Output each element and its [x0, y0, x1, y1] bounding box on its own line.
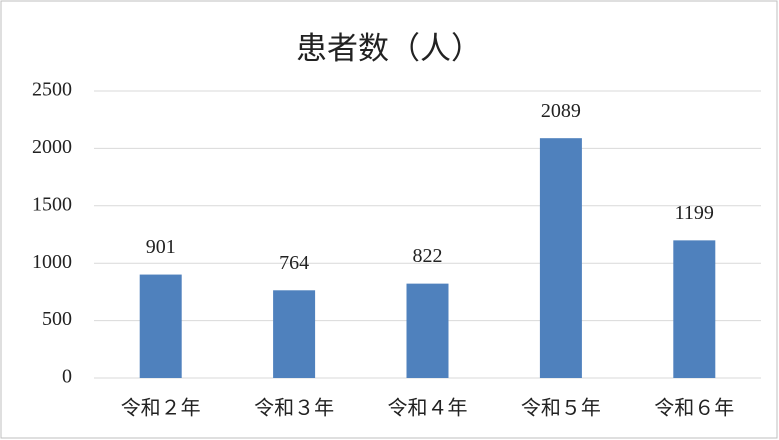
x-tick-label: 令和６年 — [654, 397, 734, 420]
y-tick-label: 500 — [42, 308, 72, 330]
y-tick-label: 2500 — [32, 79, 72, 101]
bar — [406, 283, 449, 378]
chart-title: 患者数（人） — [296, 31, 482, 66]
bar — [673, 240, 716, 378]
data-label: 901 — [146, 236, 176, 258]
data-label: 822 — [413, 245, 443, 267]
x-tick-label: 令和３年 — [254, 397, 334, 420]
y-tick-label: 1500 — [32, 193, 72, 215]
data-label: 1199 — [675, 202, 714, 224]
bar — [273, 290, 316, 378]
data-label: 2089 — [541, 100, 581, 122]
x-tick-label: 令和２年 — [121, 397, 201, 420]
x-tick-label: 令和４年 — [388, 397, 468, 420]
y-tick-label: 0 — [62, 366, 72, 388]
x-tick-label: 令和５年 — [521, 397, 601, 420]
bar — [139, 274, 182, 378]
data-label: 764 — [279, 252, 309, 274]
y-tick-label: 1000 — [32, 251, 72, 273]
y-tick-label: 2000 — [32, 136, 72, 158]
bar — [539, 138, 582, 378]
